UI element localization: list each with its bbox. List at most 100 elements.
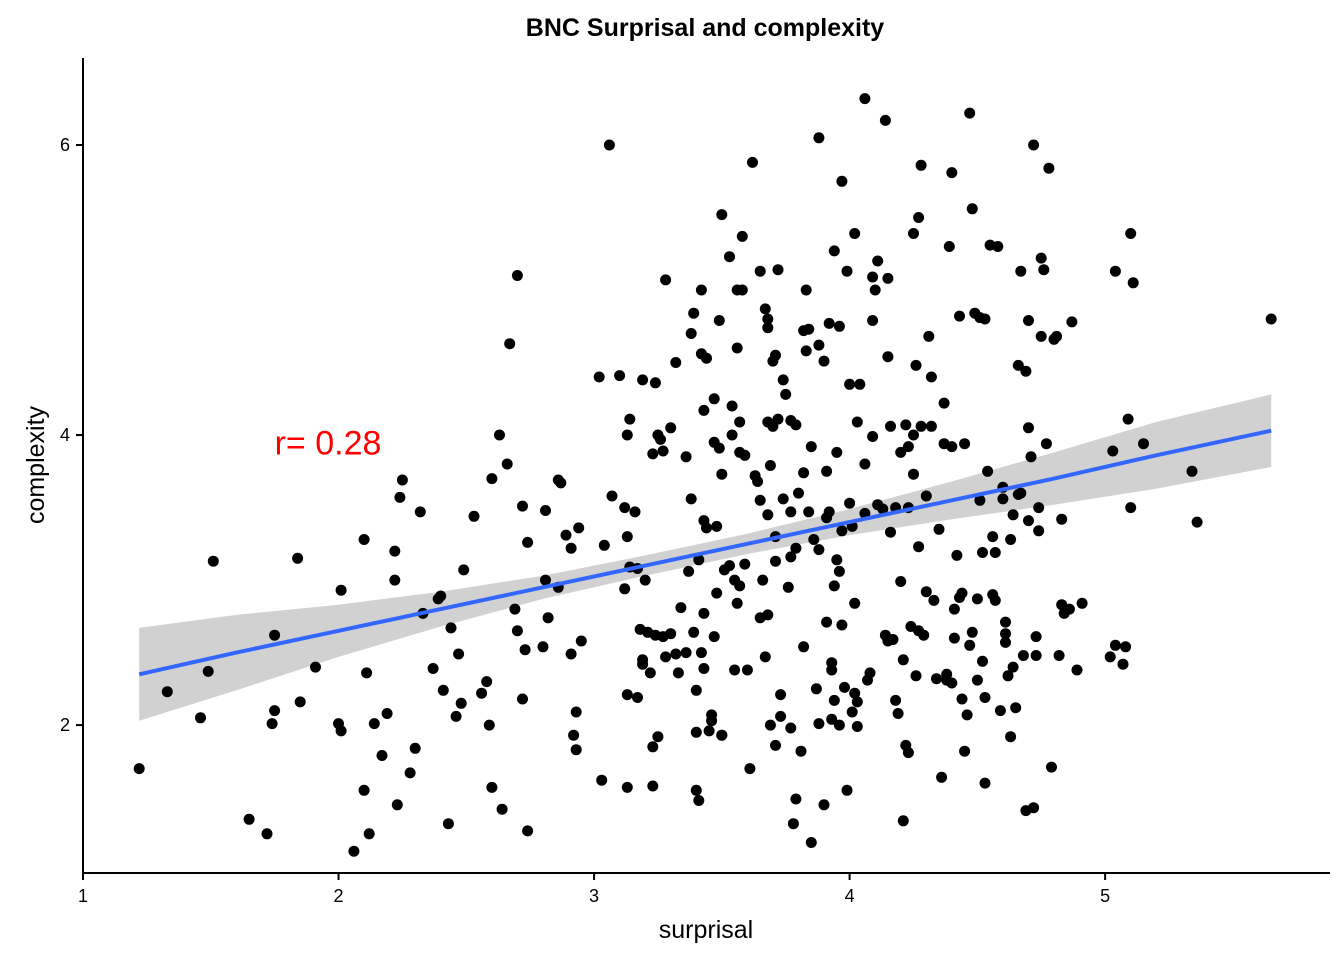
y-axis-title: complexity (22, 405, 50, 524)
chart-title: BNC Surprisal and complexity (526, 14, 885, 42)
data-point (813, 718, 825, 730)
data-point (920, 490, 932, 502)
data-point (997, 493, 1009, 505)
data-point (713, 442, 725, 454)
data-point (867, 271, 879, 283)
data-point (931, 673, 942, 685)
data-point (959, 438, 971, 450)
data-point (363, 828, 375, 840)
data-point (736, 230, 748, 242)
data-point (1056, 513, 1068, 525)
data-point (849, 597, 861, 609)
data-point (698, 404, 710, 416)
data-point (979, 777, 991, 789)
data-point (716, 209, 728, 221)
data-point (690, 726, 702, 738)
data-point (793, 487, 804, 499)
data-point (726, 400, 738, 412)
data-point (637, 658, 649, 670)
x-tick-label: 2 (334, 886, 344, 906)
data-point (828, 694, 840, 706)
data-point (925, 371, 937, 383)
x-tick-label: 1 (78, 886, 88, 906)
data-point (445, 622, 457, 634)
data-point (805, 441, 817, 453)
x-axis-title: surprisal (659, 916, 753, 944)
data-point (575, 635, 587, 647)
data-point (885, 420, 896, 432)
data-point (1002, 670, 1014, 682)
data-point (243, 813, 255, 825)
data-point (724, 560, 735, 572)
data-point (777, 374, 789, 386)
data-point (414, 506, 426, 518)
data-point (770, 555, 781, 567)
data-point (565, 542, 577, 554)
data-point (1010, 702, 1022, 714)
data-point (966, 203, 978, 215)
data-point (292, 552, 304, 564)
data-point (780, 388, 792, 400)
data-point (828, 580, 840, 592)
data-point (716, 729, 728, 741)
data-point (1007, 509, 1019, 521)
data-point (1028, 802, 1040, 814)
data-point (435, 590, 447, 602)
data-point (775, 689, 787, 701)
data-point (1033, 502, 1045, 514)
data-point (540, 574, 551, 586)
data-point (496, 803, 508, 815)
data-point (971, 674, 983, 686)
data-point (511, 625, 523, 637)
data-point (637, 374, 649, 386)
data-point (798, 641, 810, 653)
data-point (979, 692, 991, 703)
data-point (1051, 330, 1063, 342)
data-point (844, 497, 856, 509)
data-point (458, 564, 470, 576)
data-point (1005, 534, 1017, 545)
data-point (908, 468, 919, 480)
data-point (808, 534, 820, 545)
data-point (790, 542, 802, 554)
data-point (1071, 664, 1083, 676)
data-point (335, 725, 347, 737)
data-point (690, 684, 702, 696)
data-point (555, 477, 567, 489)
data-point (476, 687, 488, 699)
data-point (833, 565, 845, 577)
data-point (522, 825, 534, 837)
data-point (683, 565, 695, 577)
data-point (348, 845, 360, 857)
data-point (409, 742, 421, 754)
data-point (1043, 162, 1055, 174)
data-point (670, 357, 682, 368)
data-point (537, 641, 549, 653)
data-point (501, 458, 513, 470)
data-point (621, 531, 633, 543)
data-point (381, 708, 393, 719)
data-point (1017, 650, 1029, 661)
data-point (828, 245, 840, 257)
data-point (951, 549, 963, 561)
data-point (762, 509, 774, 521)
data-point (882, 272, 894, 284)
data-point (964, 107, 976, 119)
data-point (795, 745, 807, 757)
data-point (805, 837, 817, 848)
data-point (844, 378, 856, 390)
data-point (859, 93, 871, 105)
y-tick-label: 4 (60, 425, 70, 445)
data-point (361, 667, 373, 679)
data-point (770, 739, 781, 751)
data-point (695, 647, 707, 659)
data-point (882, 351, 894, 363)
data-point (764, 719, 776, 731)
data-point (711, 587, 723, 599)
data-point (772, 264, 784, 276)
data-point (670, 648, 682, 660)
data-point (716, 468, 728, 480)
data-point (800, 345, 812, 357)
data-point (261, 828, 273, 840)
data-point (971, 593, 983, 605)
